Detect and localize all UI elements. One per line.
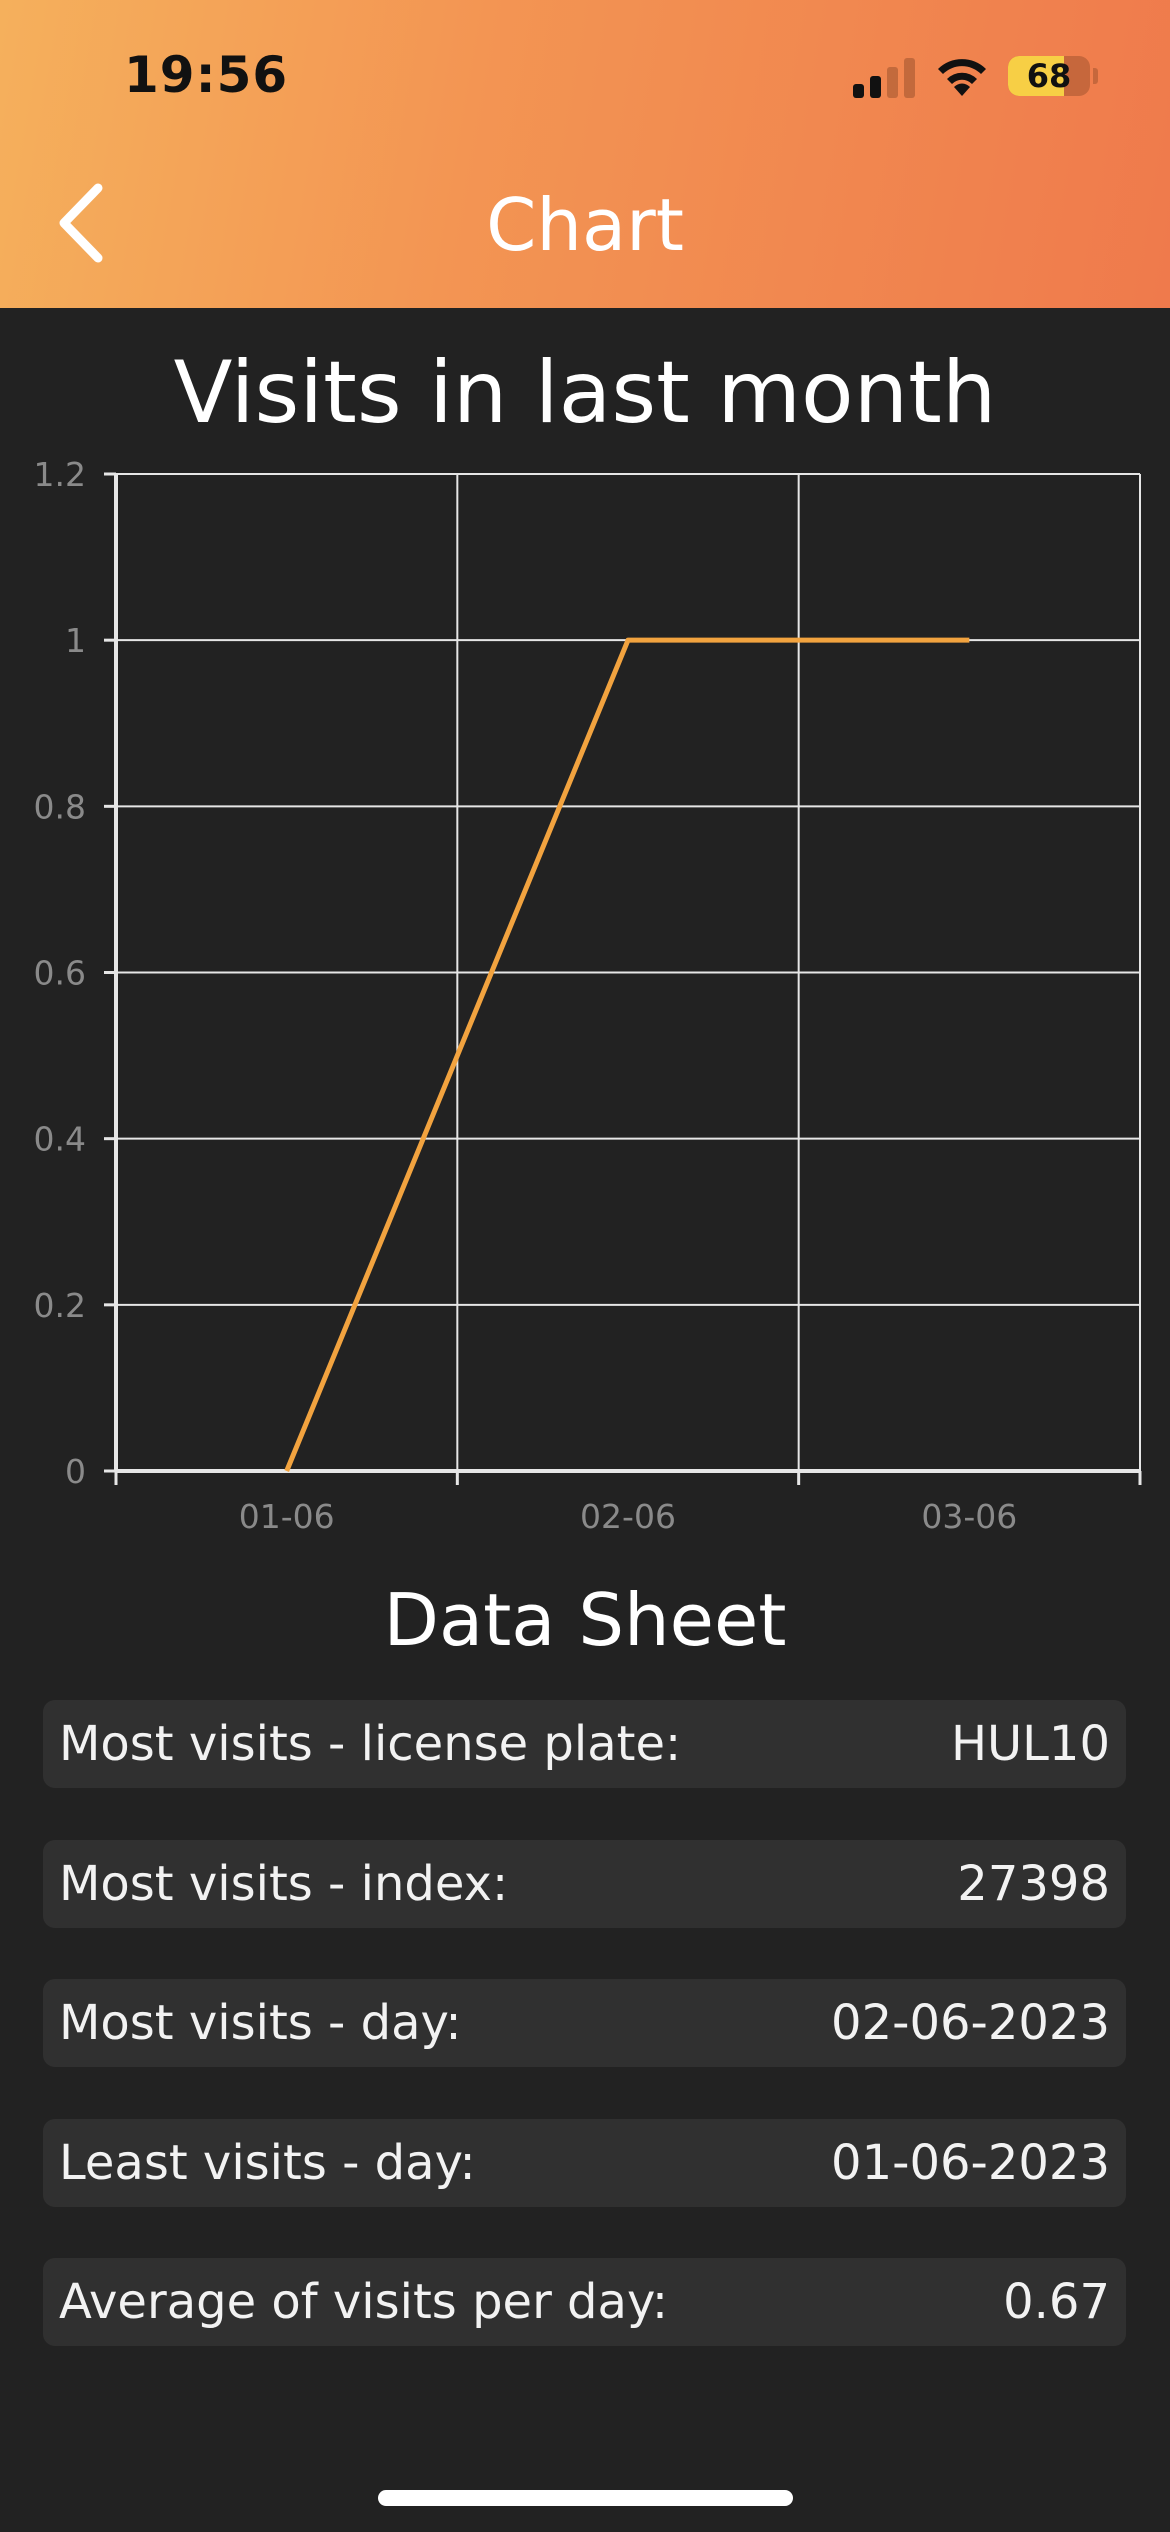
y-tick-label: 0 [65, 1452, 86, 1491]
app-header: 19:56 68 Chart [0, 0, 1170, 308]
data-sheet-row: Most visits - license plate: HUL10 [43, 1700, 1126, 1788]
row-label: Least visits - day: [59, 2134, 476, 2191]
row-value: HUL10 [950, 1716, 1110, 1772]
y-tick-label: 0.4 [34, 1120, 86, 1159]
data-sheet-title: Data Sheet [383, 1578, 787, 1662]
row-value: 27398 [957, 1855, 1110, 1912]
row-label: Most visits - day: [59, 1995, 462, 2051]
y-tick-label: 1.2 [34, 455, 86, 494]
battery-level: 68 [1026, 57, 1072, 95]
row-value: 02-06-2023 [831, 1995, 1110, 2051]
row-label: Average of visits per day: [59, 2274, 669, 2330]
battery-nub [1093, 68, 1098, 84]
row-label: Most visits - license plate: [59, 1716, 682, 1772]
y-tick-label: 0.8 [34, 787, 86, 826]
x-tick-label: 02-06 [580, 1497, 676, 1536]
y-tick-label: 0.2 [34, 1286, 86, 1325]
wifi-icon [938, 59, 986, 96]
back-chevron-icon[interactable] [50, 170, 120, 280]
series-line [284, 637, 970, 1472]
data-sheet-row: Most visits - day: 02-06-2023 [43, 1979, 1126, 2067]
data-sheet-row: Average of visits per day: 0.67 [43, 2258, 1126, 2346]
home-indicator[interactable] [378, 2490, 793, 2506]
data-sheet-row: Most visits - index: 27398 [43, 1839, 1126, 1928]
x-tick-label: 01-06 [239, 1497, 335, 1536]
page-title: Chart [486, 183, 684, 267]
visits-line-chart: 0 0.2 0.4 0.6 0.8 1 1.2 01-06 02-06 03-06 [34, 455, 1142, 1536]
row-value: 01-06-2023 [831, 2134, 1110, 2191]
chart-title: Visits in last month [173, 343, 997, 443]
battery-icon: 68 [1008, 56, 1090, 96]
y-tick-label: 0.6 [34, 954, 86, 993]
row-value: 0.67 [1003, 2274, 1110, 2330]
data-sheet-row: Least visits - day: 01-06-2023 [43, 2118, 1126, 2207]
cellular-signal-icon [853, 58, 915, 98]
status-time: 19:56 [124, 46, 289, 104]
y-tick-label: 1 [65, 621, 86, 660]
row-label: Most visits - index: [59, 1855, 509, 1912]
x-tick-label: 03-06 [921, 1497, 1017, 1536]
